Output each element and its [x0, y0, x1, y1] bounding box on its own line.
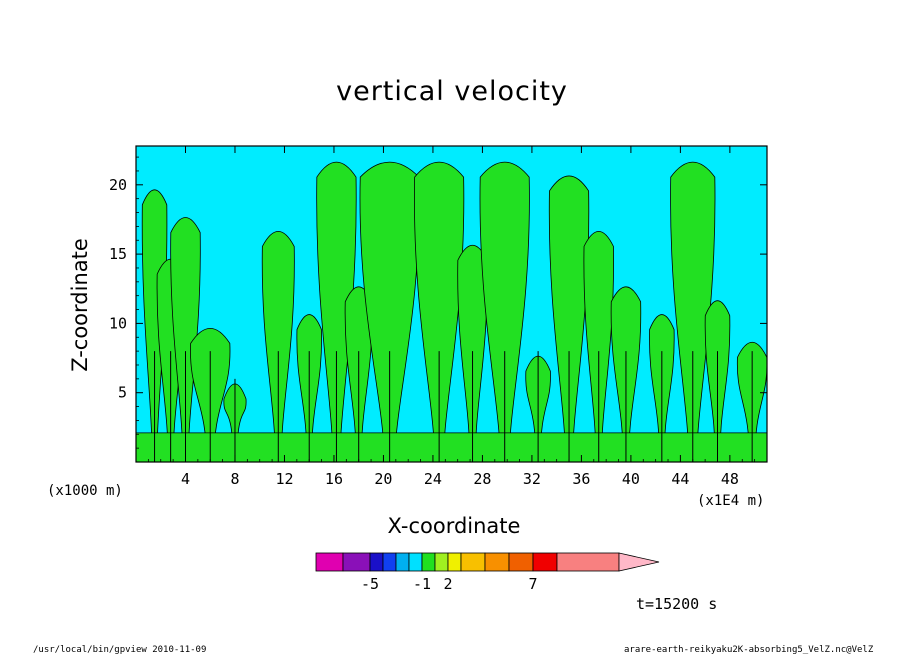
x-tick-label-10: 44: [671, 470, 689, 488]
colorbar-bin-1: [342, 552, 371, 572]
plume-14: [548, 175, 590, 462]
colorbar-bin-5: [408, 552, 423, 572]
x-tick-label-5: 24: [424, 470, 442, 488]
x-tick-label-11: 48: [721, 470, 739, 488]
colorbar-bin-9: [460, 552, 486, 572]
plume-2: [170, 217, 201, 462]
colorbar-label-2: 2: [443, 575, 452, 593]
colorbar-bin-0: [315, 552, 344, 572]
plume-10: [414, 161, 465, 462]
colorbar-extend-arrow: [618, 552, 660, 572]
colorbar-bin-2: [369, 552, 384, 572]
plume-7: [316, 161, 357, 462]
footer-left: /usr/local/bin/gpview 2010-11-09: [33, 645, 207, 655]
colorbar-bin-8: [447, 552, 462, 572]
colorbar-label-0: -5: [361, 575, 379, 593]
colorbar-bin-4: [395, 552, 410, 572]
x-tick-label-3: 16: [325, 470, 343, 488]
y-unit-label: (x1000 m): [47, 483, 123, 499]
plume-18: [670, 161, 716, 462]
chart-title: vertical velocity: [336, 76, 568, 107]
colorbar-bin-6: [421, 552, 436, 572]
time-label: t=15200 s: [636, 595, 718, 613]
x-tick-label-0: 4: [181, 470, 190, 488]
surface-band: [136, 432, 767, 462]
x-tick-label-9: 40: [622, 470, 640, 488]
colorbar-label-1: -1: [413, 575, 431, 593]
x-tick-label-6: 28: [473, 470, 491, 488]
x-tick-label-7: 32: [523, 470, 541, 488]
y-tick-label-0: 5: [118, 384, 127, 402]
plot-frame: [135, 145, 768, 463]
y-axis-label: Z-coordinate: [68, 238, 92, 372]
footer-right: arare-earth-reikyaku2K-absorbing5_VelZ.n…: [624, 645, 874, 655]
x-tick-label-1: 8: [230, 470, 239, 488]
y-tick-label-1: 10: [109, 314, 127, 332]
colorbar-bin-11: [508, 552, 534, 572]
x-tick-label-2: 12: [275, 470, 293, 488]
colorbar-label-3: 7: [528, 575, 537, 593]
colorbar-bin-10: [484, 552, 510, 572]
plume-9: [359, 161, 420, 462]
colorbar-bin-12: [532, 552, 558, 572]
x-tick-label-8: 36: [572, 470, 590, 488]
colorbar-bin-7: [434, 552, 449, 572]
plume-5: [261, 230, 295, 462]
contour-field: [136, 161, 767, 462]
x-tick-label-4: 20: [374, 470, 392, 488]
y-tick-label-3: 20: [109, 176, 127, 194]
x-axis-label: X-coordinate: [387, 514, 521, 538]
plume-15: [583, 230, 614, 462]
x-unit-label: (x1E4 m): [697, 493, 765, 509]
plume-12: [479, 161, 530, 462]
plume-0: [141, 189, 168, 462]
y-tick-label-2: 15: [109, 245, 127, 263]
colorbar-bin-3: [382, 552, 397, 572]
colorbar-bin-13: [556, 552, 620, 572]
